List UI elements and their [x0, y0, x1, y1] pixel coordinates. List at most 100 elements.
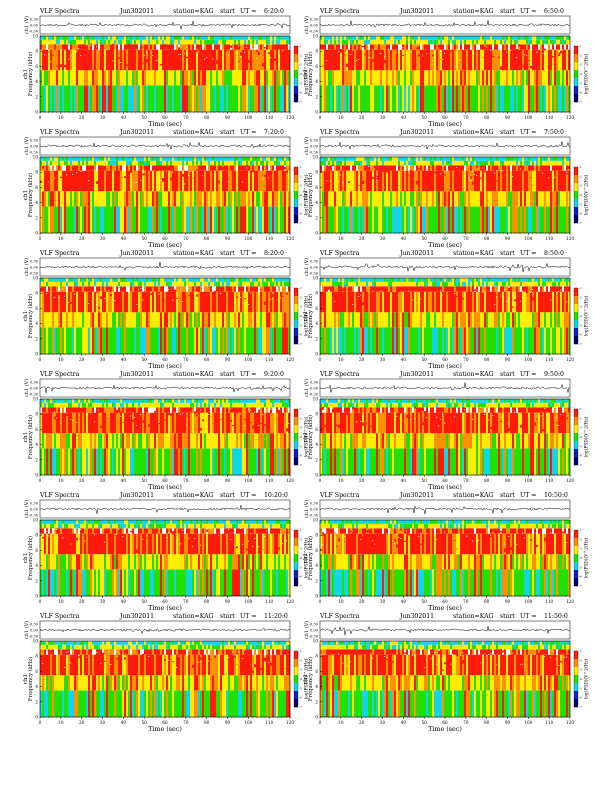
spectrogram-cell: [412, 49, 415, 71]
spectrogram-cell: [380, 170, 383, 192]
spectrogram-cell: [388, 48, 390, 50]
spectrogram-cell: [420, 160, 423, 166]
spectrogram-cell: [242, 170, 245, 192]
spectrogram-cell: [536, 39, 539, 45]
spectrogram-cell: [74, 327, 77, 354]
spectrogram-cell: [564, 85, 567, 112]
spectrogram-cell: [88, 44, 91, 50]
spectrogram-cell: [76, 39, 79, 45]
spectrogram-cell: [436, 170, 439, 192]
spectrogram-cell: [182, 39, 185, 45]
spectrogram-cell: [354, 206, 357, 233]
spectrogram-cell: [164, 70, 167, 86]
spectrogram-cell: [564, 206, 567, 233]
spectrogram-cell: [384, 59, 386, 64]
spectrogram-cell: [342, 36, 345, 40]
spectrogram-cell: [486, 170, 489, 192]
spectrogram-cell: [66, 291, 69, 313]
spectrogram-cell: [64, 286, 67, 292]
spectrogram-cell: [198, 49, 201, 71]
spectrogram-cell: [166, 70, 169, 86]
spectrogram-cell: [220, 291, 223, 313]
spectrogram-cell: [476, 36, 479, 40]
spectrogram-cell: [368, 49, 371, 71]
spectrogram-cell: [448, 44, 451, 50]
spectrogram-cell: [568, 44, 571, 50]
spectrogram-cell: [334, 36, 337, 40]
spectrogram-cell: [536, 160, 539, 166]
spectrogram-cell: [464, 157, 467, 161]
spectrogram-cell: [192, 286, 195, 292]
spectrogram-cell: [372, 157, 375, 161]
spectrogram-cell: [102, 70, 105, 86]
spectrogram-cell: [66, 48, 68, 53]
spectrogram-cell: [112, 170, 115, 192]
spectrogram-cell: [538, 44, 541, 50]
spectrogram-cell: [186, 281, 189, 287]
spectrogram-cell: [438, 70, 441, 86]
spectrogram-cell: [108, 39, 111, 45]
spectrogram-cell: [382, 85, 385, 112]
colorbar-segment: [574, 175, 578, 184]
spectrogram-cell: [226, 206, 229, 233]
spectrogram-cell: [194, 44, 197, 50]
spectrogram-cell: [382, 36, 385, 40]
spectrogram-cell: [122, 157, 125, 161]
spectrogram-cell: [282, 160, 285, 166]
spectrogram-cell: [80, 304, 82, 307]
spectrogram-cell: [158, 157, 161, 161]
x-axis-label: Time (sec): [428, 120, 462, 128]
spectrogram-cell: [60, 170, 63, 192]
spectrogram-cell: [100, 296, 102, 300]
spectrogram-cell: [42, 36, 45, 40]
spectrogram-cell: [360, 63, 362, 67]
spectrogram-cell: [102, 291, 105, 313]
spectrogram-cell: [178, 312, 181, 328]
spectrogram-cell: [148, 165, 151, 171]
spectrogram-cell: [538, 49, 541, 71]
spectrogram-cell: [544, 70, 547, 86]
spectrogram-cell: [268, 177, 270, 179]
spectrogram-cell: [274, 191, 277, 207]
x-tick-label: 50: [421, 236, 427, 241]
spectrogram-cell: [164, 44, 167, 50]
spectrogram-cell: [166, 281, 169, 287]
spectrogram-cell: [88, 36, 91, 40]
spectrogram-cell: [502, 63, 504, 67]
spectrogram-cell: [176, 44, 179, 50]
spectrogram-cell: [430, 191, 433, 207]
spectrogram-cell: [144, 278, 147, 282]
spectrogram-cell: [270, 170, 273, 192]
spectrogram-cell: [254, 281, 257, 287]
spectrogram-cell: [372, 85, 375, 112]
spectrogram-cell: [426, 165, 429, 171]
spectrogram-cell: [402, 85, 405, 112]
spectrogram-cell: [210, 165, 212, 167]
spectrogram-cell: [232, 281, 235, 287]
spectrogram-cell: [44, 286, 47, 292]
spectrogram-cell: [262, 278, 265, 282]
spectrogram-cell: [58, 191, 61, 207]
spectrogram-cell: [536, 191, 539, 207]
spectrogram-cell: [350, 36, 353, 40]
spectrogram-cell: [234, 191, 237, 207]
spectrogram-cell: [266, 170, 269, 192]
spectrogram-cell: [524, 170, 527, 192]
spectrogram-cell: [170, 327, 173, 354]
spectrogram-cell: [248, 59, 250, 63]
spectrogram-cell: [432, 85, 435, 112]
spectrogram-cell: [546, 160, 549, 166]
spectrogram-cell: [364, 206, 367, 233]
spectrogram-cell: [128, 160, 131, 166]
spectrogram-cell: [176, 278, 179, 282]
spectrogram-cell: [272, 157, 275, 161]
spectrogram-cell: [80, 327, 83, 354]
spectrogram-cell: [274, 206, 277, 233]
spectrogram-cell: [528, 160, 531, 166]
spectrogram-cell: [96, 39, 99, 45]
spectrogram-cell: [320, 39, 323, 45]
spectrogram-cell: [268, 160, 271, 166]
spectrogram-cell: [120, 312, 123, 328]
